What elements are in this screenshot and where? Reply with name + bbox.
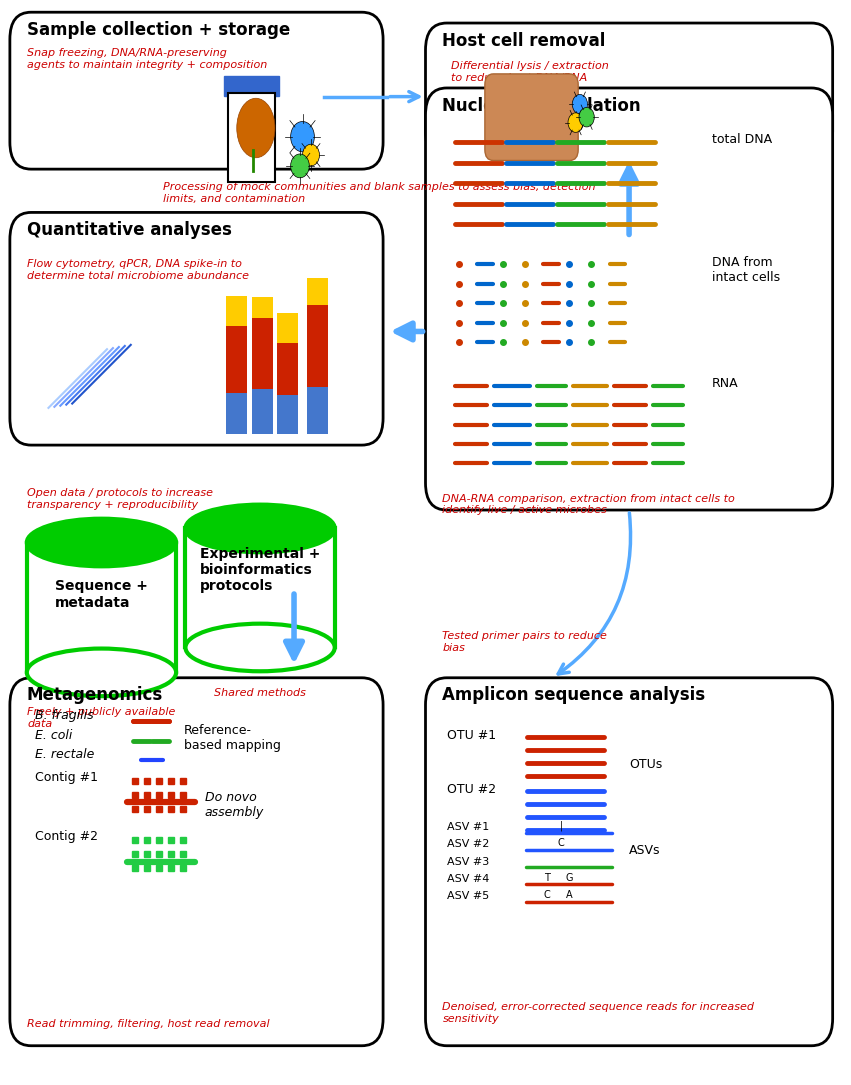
- Ellipse shape: [27, 519, 176, 566]
- Text: Reference-
based mapping: Reference- based mapping: [184, 725, 281, 752]
- Circle shape: [579, 107, 594, 127]
- Text: Contig #2: Contig #2: [36, 830, 99, 843]
- Text: DNA from
intact cells: DNA from intact cells: [712, 256, 780, 283]
- Text: ASV #5: ASV #5: [447, 892, 489, 902]
- FancyBboxPatch shape: [10, 213, 383, 445]
- Text: Amplicon sequence analysis: Amplicon sequence analysis: [443, 687, 705, 704]
- Bar: [226, 296, 248, 327]
- Text: Tested primer pairs to reduce
bias: Tested primer pairs to reduce bias: [443, 631, 608, 653]
- Bar: [252, 388, 273, 434]
- Ellipse shape: [186, 505, 334, 552]
- Text: total DNA: total DNA: [712, 133, 773, 146]
- Text: Quantitative analyses: Quantitative analyses: [27, 221, 231, 239]
- Ellipse shape: [186, 624, 334, 672]
- Text: OTU #1: OTU #1: [447, 729, 496, 742]
- Polygon shape: [186, 528, 334, 648]
- Bar: [226, 327, 248, 393]
- Text: DNA-RNA comparison, extraction from intact cells to
identify live / active micro: DNA-RNA comparison, extraction from inta…: [443, 494, 735, 515]
- Text: Freely + publicly available
data: Freely + publicly available data: [27, 707, 175, 729]
- FancyBboxPatch shape: [426, 88, 832, 510]
- Text: ASV #2: ASV #2: [447, 840, 489, 850]
- Text: OTUs: OTUs: [629, 757, 662, 770]
- Circle shape: [568, 113, 583, 132]
- Text: B. fragilis: B. fragilis: [36, 710, 94, 723]
- Text: Flow cytometry, qPCR, DNA spike-in to
determine total microbiome abundance: Flow cytometry, qPCR, DNA spike-in to de…: [27, 259, 248, 281]
- FancyBboxPatch shape: [426, 23, 832, 158]
- FancyBboxPatch shape: [10, 678, 383, 1046]
- FancyBboxPatch shape: [426, 678, 832, 1046]
- Text: E. rectale: E. rectale: [36, 749, 94, 761]
- FancyBboxPatch shape: [485, 74, 578, 161]
- Text: Host cell removal: Host cell removal: [443, 31, 606, 50]
- Bar: [226, 393, 248, 434]
- Text: Metagenomics: Metagenomics: [27, 687, 163, 704]
- Text: Denoised, error-corrected sequence reads for increased
sensitivity: Denoised, error-corrected sequence reads…: [443, 1003, 755, 1024]
- Text: OTU #2: OTU #2: [447, 782, 496, 795]
- Circle shape: [291, 154, 309, 178]
- Text: G: G: [566, 873, 574, 883]
- Bar: [225, 76, 279, 95]
- Text: Shared methods: Shared methods: [214, 688, 306, 698]
- Circle shape: [302, 144, 319, 166]
- Text: C: C: [544, 891, 550, 901]
- Text: Do novo
assembly: Do novo assembly: [205, 791, 264, 819]
- Text: Sample collection + storage: Sample collection + storage: [27, 21, 290, 39]
- Text: T: T: [544, 873, 550, 883]
- Ellipse shape: [237, 99, 275, 157]
- Text: ASVs: ASVs: [629, 844, 660, 857]
- Bar: [252, 319, 273, 388]
- Circle shape: [291, 122, 314, 152]
- Bar: [277, 343, 298, 395]
- Bar: [277, 314, 298, 343]
- Bar: [277, 395, 298, 434]
- Text: E. coli: E. coli: [36, 729, 72, 742]
- Text: Experimental +
bioinformatics
protocols: Experimental + bioinformatics protocols: [200, 547, 320, 593]
- Circle shape: [572, 94, 587, 114]
- Text: |: |: [560, 820, 563, 831]
- Text: ASV #4: ASV #4: [447, 875, 489, 884]
- Ellipse shape: [27, 649, 176, 697]
- Text: Open data / protocols to increase
transparency + reproducibility: Open data / protocols to increase transp…: [27, 488, 213, 510]
- Bar: [306, 386, 328, 434]
- Text: A: A: [567, 891, 573, 901]
- Text: Contig #1: Contig #1: [36, 770, 99, 783]
- Text: Sequence +
metadata: Sequence + metadata: [55, 579, 148, 610]
- Text: Differential lysis / extraction
to reduce host DNA/RNA: Differential lysis / extraction to reduc…: [451, 61, 608, 82]
- Bar: [306, 279, 328, 306]
- Text: RNA: RNA: [712, 376, 739, 390]
- Text: Nucleic acid isolation: Nucleic acid isolation: [443, 97, 641, 115]
- Bar: [228, 93, 276, 182]
- Polygon shape: [27, 542, 176, 673]
- Bar: [306, 306, 328, 386]
- Text: C: C: [558, 839, 564, 848]
- Bar: [252, 297, 273, 319]
- Text: Processing of mock communities and blank samples to assess bias, detection
limit: Processing of mock communities and blank…: [163, 182, 595, 204]
- Text: ASV #3: ASV #3: [447, 857, 489, 867]
- Text: ASV #1: ASV #1: [447, 822, 489, 832]
- FancyBboxPatch shape: [10, 12, 383, 169]
- Text: Snap freezing, DNA/RNA-preserving
agents to maintain integrity + composition: Snap freezing, DNA/RNA-preserving agents…: [27, 48, 267, 69]
- Text: Read trimming, filtering, host read removal: Read trimming, filtering, host read remo…: [27, 1019, 270, 1029]
